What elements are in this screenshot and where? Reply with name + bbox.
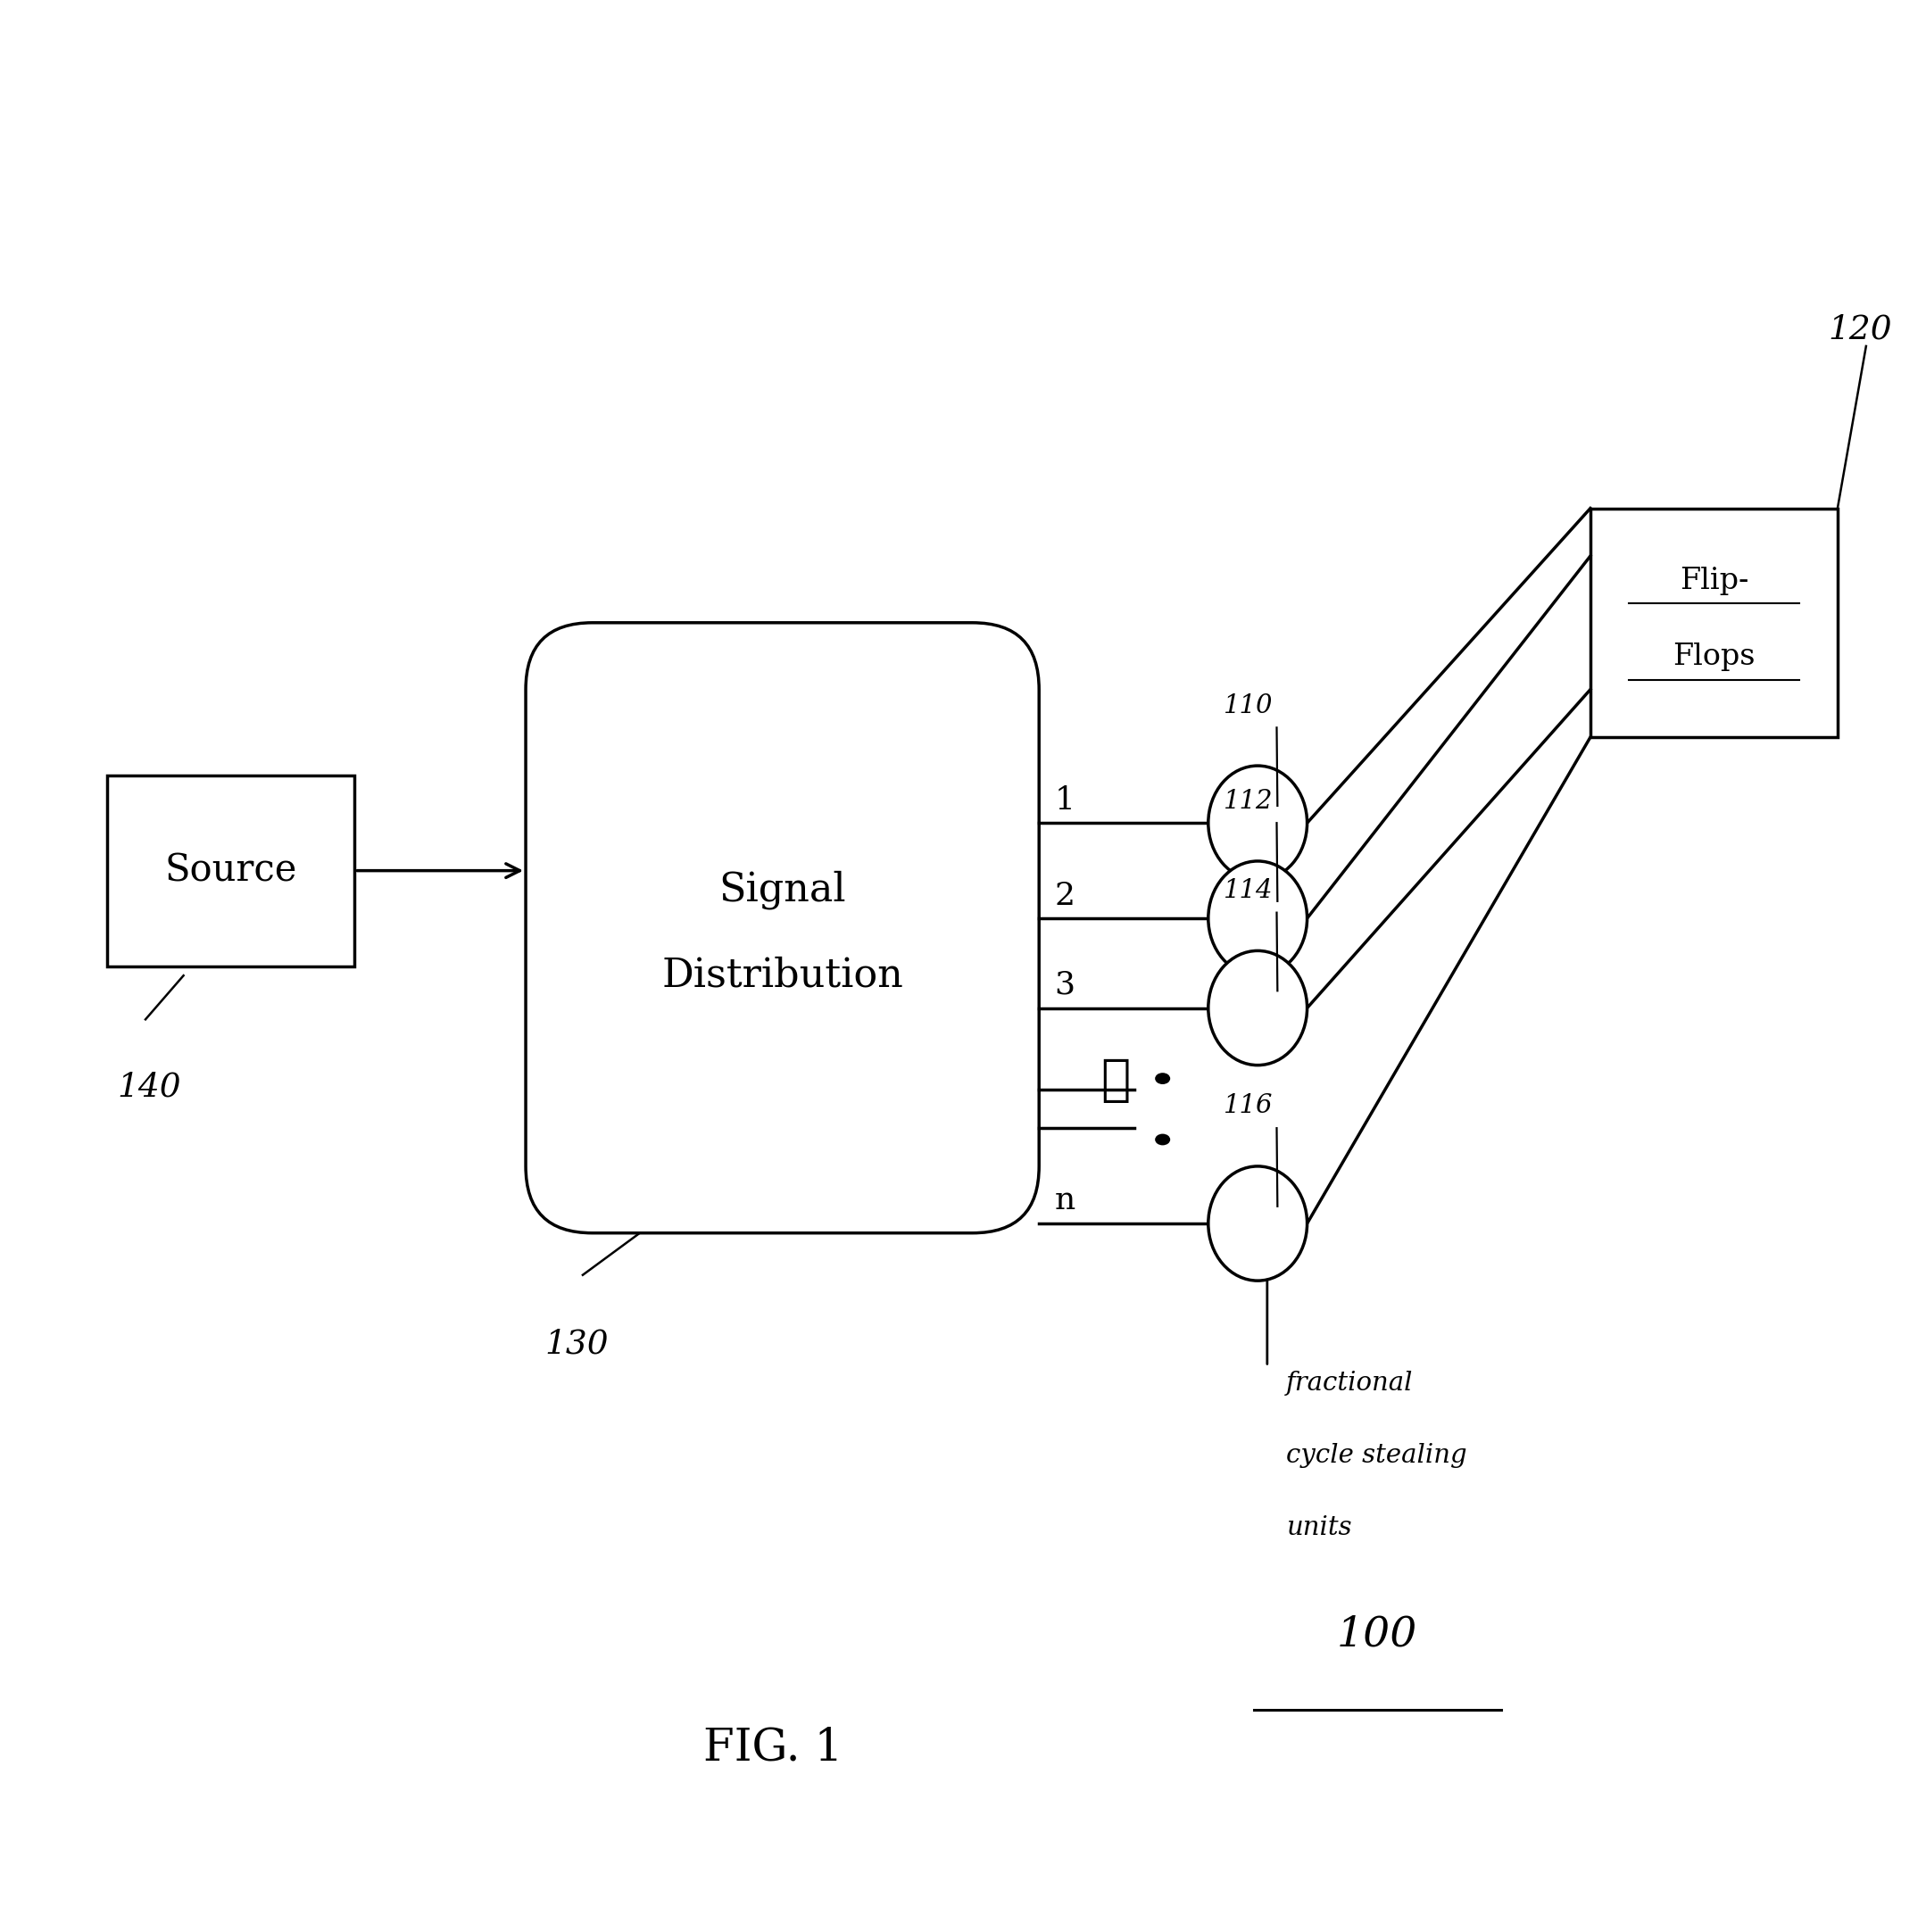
Text: Distribution: Distribution: [661, 956, 903, 995]
Bar: [108, 775, 354, 966]
Text: ⋯: ⋯: [1100, 1057, 1131, 1105]
Text: 114: 114: [1223, 877, 1273, 902]
Ellipse shape: [1208, 862, 1308, 976]
Text: 140: 140: [117, 1070, 181, 1103]
Text: Flip-: Flip-: [1679, 566, 1749, 595]
Ellipse shape: [1156, 1072, 1171, 1084]
Text: 2: 2: [1054, 881, 1075, 910]
Text: Flops: Flops: [1672, 643, 1755, 670]
Text: 120: 120: [1828, 315, 1891, 346]
Ellipse shape: [1208, 951, 1308, 1065]
Ellipse shape: [1156, 1134, 1171, 1146]
Text: 100: 100: [1337, 1615, 1418, 1656]
Text: 112: 112: [1223, 788, 1273, 813]
Bar: [1591, 508, 1837, 738]
Text: 110: 110: [1223, 694, 1273, 719]
Text: cycle stealing: cycle stealing: [1287, 1443, 1468, 1468]
Text: 116: 116: [1223, 1094, 1273, 1119]
Text: units: units: [1287, 1515, 1352, 1540]
FancyBboxPatch shape: [526, 622, 1038, 1233]
Text: fractional: fractional: [1287, 1370, 1414, 1395]
Text: 3: 3: [1054, 970, 1075, 1001]
Text: n: n: [1054, 1186, 1075, 1215]
Text: 1: 1: [1054, 784, 1075, 815]
Text: 130: 130: [545, 1329, 609, 1360]
Ellipse shape: [1208, 765, 1308, 881]
Text: Source: Source: [166, 852, 297, 889]
Text: FIG. 1: FIG. 1: [703, 1725, 844, 1770]
Text: Signal: Signal: [718, 869, 846, 910]
Ellipse shape: [1208, 1167, 1308, 1281]
